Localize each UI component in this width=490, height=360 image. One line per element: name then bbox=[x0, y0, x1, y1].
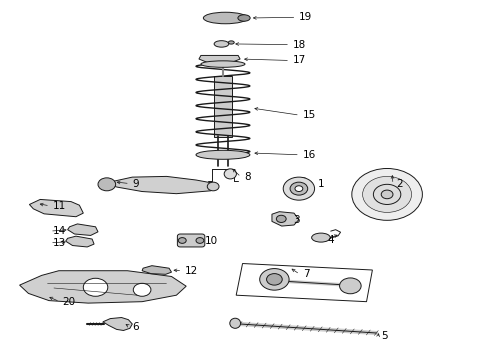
Bar bbox=[214, 76, 232, 137]
Ellipse shape bbox=[312, 233, 330, 242]
Text: 6: 6 bbox=[132, 322, 139, 332]
Polygon shape bbox=[199, 55, 240, 64]
Text: 14: 14 bbox=[53, 226, 66, 236]
Circle shape bbox=[260, 269, 289, 290]
Circle shape bbox=[373, 184, 401, 204]
Text: 13: 13 bbox=[53, 238, 66, 248]
Circle shape bbox=[83, 278, 108, 296]
Text: 8: 8 bbox=[244, 172, 251, 182]
Circle shape bbox=[133, 283, 151, 296]
Text: 16: 16 bbox=[303, 150, 316, 160]
Text: 2: 2 bbox=[396, 179, 403, 189]
Text: 12: 12 bbox=[185, 266, 198, 276]
Polygon shape bbox=[68, 224, 98, 235]
FancyBboxPatch shape bbox=[177, 234, 205, 247]
Polygon shape bbox=[103, 318, 132, 330]
Circle shape bbox=[178, 238, 186, 243]
Ellipse shape bbox=[203, 12, 247, 24]
Circle shape bbox=[207, 182, 219, 191]
Circle shape bbox=[290, 182, 308, 195]
Polygon shape bbox=[20, 271, 186, 303]
Polygon shape bbox=[66, 236, 94, 247]
Ellipse shape bbox=[224, 169, 237, 179]
Ellipse shape bbox=[238, 15, 250, 21]
Polygon shape bbox=[272, 212, 299, 226]
Text: 5: 5 bbox=[381, 330, 388, 341]
Text: 18: 18 bbox=[293, 40, 306, 50]
Circle shape bbox=[196, 238, 204, 243]
Circle shape bbox=[381, 190, 393, 199]
Ellipse shape bbox=[201, 61, 245, 67]
Text: 11: 11 bbox=[53, 201, 66, 211]
Polygon shape bbox=[142, 266, 172, 274]
Circle shape bbox=[295, 186, 303, 192]
Circle shape bbox=[276, 215, 286, 222]
Circle shape bbox=[267, 274, 282, 285]
Polygon shape bbox=[103, 176, 216, 194]
Text: 15: 15 bbox=[303, 110, 316, 120]
Text: 3: 3 bbox=[293, 215, 300, 225]
Ellipse shape bbox=[230, 318, 241, 328]
Circle shape bbox=[340, 278, 361, 294]
Text: 19: 19 bbox=[299, 12, 312, 22]
Ellipse shape bbox=[196, 150, 250, 159]
Circle shape bbox=[283, 177, 315, 200]
Text: 4: 4 bbox=[327, 235, 334, 245]
Text: 17: 17 bbox=[293, 55, 306, 66]
Text: 7: 7 bbox=[303, 269, 310, 279]
Text: 20: 20 bbox=[63, 297, 76, 307]
Circle shape bbox=[363, 176, 412, 212]
Text: 1: 1 bbox=[318, 179, 324, 189]
Polygon shape bbox=[29, 199, 83, 217]
Ellipse shape bbox=[228, 41, 234, 44]
Text: 10: 10 bbox=[205, 236, 218, 246]
Circle shape bbox=[98, 178, 116, 191]
Text: 9: 9 bbox=[132, 179, 139, 189]
Circle shape bbox=[352, 168, 422, 220]
Ellipse shape bbox=[214, 41, 229, 47]
